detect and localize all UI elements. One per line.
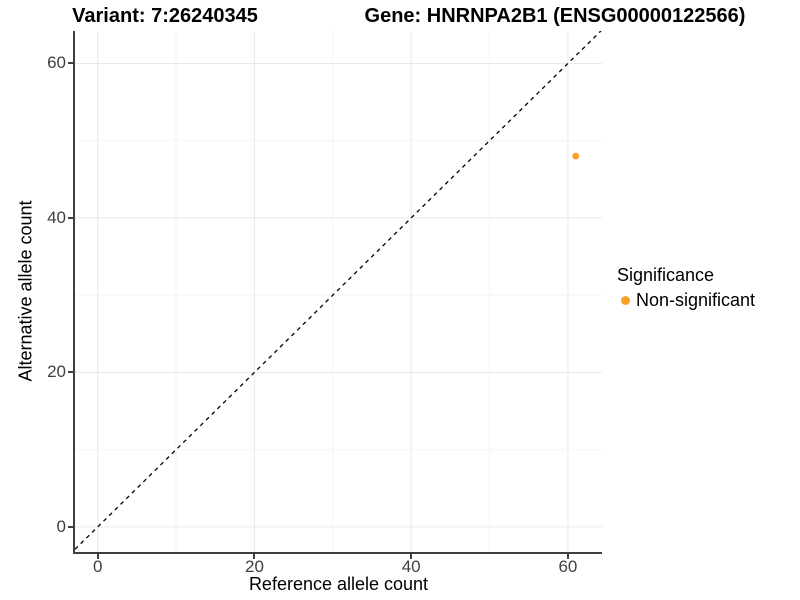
plot-panel — [73, 31, 602, 554]
legend-key-dot-icon — [621, 295, 630, 305]
x-tick-label: 20 — [244, 557, 264, 576]
y-tick-mark — [68, 216, 73, 219]
x-tick-label: 60 — [558, 557, 578, 576]
y-tick-mark — [68, 371, 73, 374]
legend-items: Non-significant — [617, 289, 755, 311]
identity-reference-line — [75, 31, 602, 550]
legend-title: Significance — [617, 265, 715, 285]
plot-title-variant: Variant: 7:26240345 — [72, 5, 258, 27]
plot-title-gene: Gene: HNRNPA2B1 (ENSG00000122566) — [364, 5, 746, 27]
y-tick-mark — [68, 525, 73, 528]
chart-canvas — [75, 31, 602, 552]
legend-item-label: Non-significant — [636, 290, 756, 310]
legend: Significance Non-significant — [617, 264, 755, 311]
x-axis-title: Reference allele count — [248, 574, 429, 594]
y-tick-label: 60 — [47, 53, 66, 73]
y-tick-label: 40 — [47, 207, 66, 227]
x-tick-mark — [566, 554, 569, 559]
y-tick-label: 20 — [47, 362, 66, 382]
x-tick-label: 40 — [401, 557, 421, 576]
data-point — [572, 152, 580, 160]
x-tick-mark — [410, 554, 413, 559]
legend-item: Non-significant — [621, 289, 755, 311]
x-tick-mark — [253, 554, 256, 559]
x-tick-label: 0 — [92, 557, 103, 576]
y-tick-mark — [68, 62, 73, 65]
y-tick-label: 0 — [56, 516, 66, 536]
x-tick-mark — [96, 554, 99, 559]
